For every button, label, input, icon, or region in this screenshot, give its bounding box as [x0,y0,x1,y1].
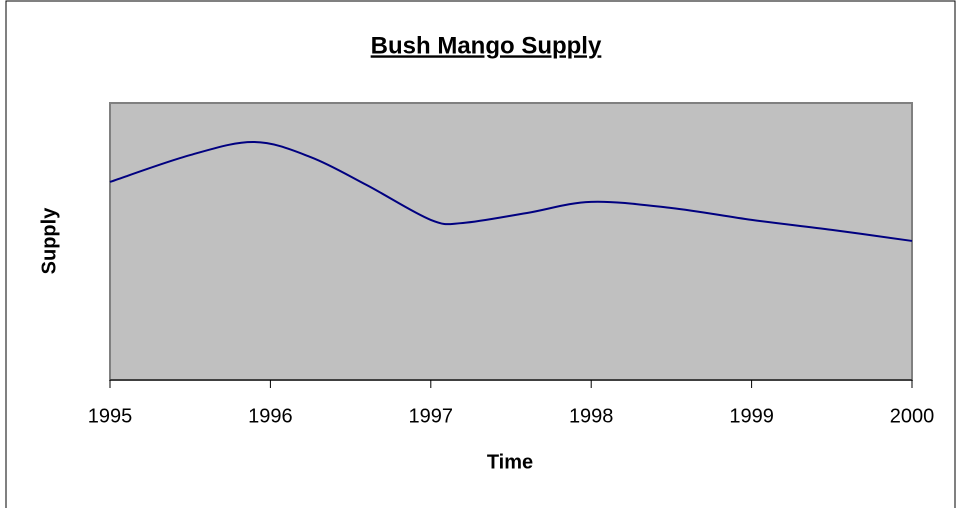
x-tick-label: 1996 [248,405,293,427]
x-tick-label: 1998 [569,405,614,427]
x-axis-label: Time [487,451,533,473]
data-line [109,141,913,242]
x-tick-label: 1997 [409,405,454,427]
chart-frame [5,0,956,508]
chart-title: Bush Mango Supply [371,32,602,59]
x-tick-label: 2000 [890,405,935,427]
x-tick-label: 1999 [729,405,774,427]
x-tick-label: 1995 [88,405,133,427]
y-axis-label: Supply [38,207,60,275]
